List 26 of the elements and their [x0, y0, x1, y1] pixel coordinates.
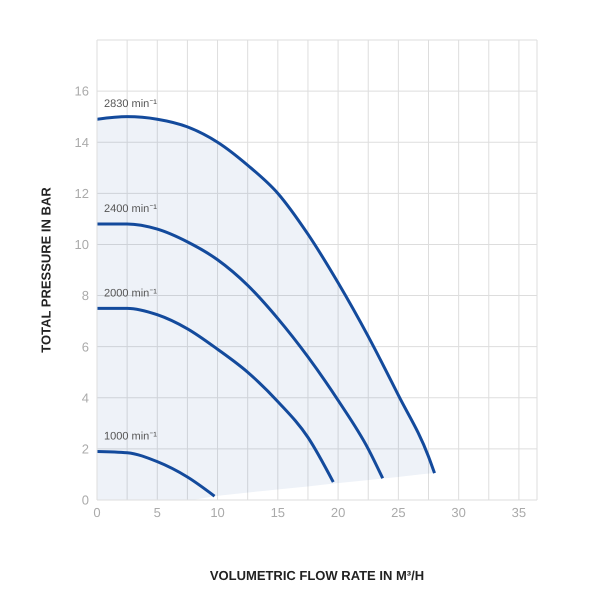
y-axis-title: TOTAL PRESSURE IN BAR — [38, 186, 54, 353]
y-tick-label: 14 — [74, 134, 89, 150]
y-tick-label: 2 — [82, 442, 89, 457]
x-tick-label: 25 — [391, 505, 406, 520]
series-label: 2830 min⁻¹ — [104, 98, 158, 110]
y-tick-label: 8 — [82, 288, 89, 304]
y-tick-label: 6 — [82, 339, 89, 354]
x-axis-title: VOLUMETRIC FLOW RATE IN M³/H — [210, 568, 424, 583]
y-tick-label: 4 — [82, 390, 89, 406]
y-tick-label: 0 — [82, 492, 89, 508]
y-tick-label: 10 — [74, 237, 89, 252]
series-label: 1000 min⁻¹ — [104, 430, 158, 442]
series-label: 2400 min⁻¹ — [104, 203, 158, 215]
series-label: 2000 min⁻¹ — [104, 287, 158, 300]
x-tick-label: 0 — [93, 505, 101, 520]
x-tick-label: 30 — [451, 505, 466, 520]
x-tick-label: 10 — [210, 505, 225, 520]
line-series — [97, 450, 216, 498]
y-tick-label: 16 — [74, 84, 89, 99]
x-tick-label: 20 — [330, 505, 346, 520]
x-tick-label: 15 — [270, 505, 286, 520]
x-tick-label: 35 — [512, 505, 526, 520]
y-tick-label: 12 — [74, 186, 89, 201]
line-series — [97, 222, 384, 480]
x-tick-label: 5 — [154, 505, 161, 520]
line-series — [97, 306, 335, 484]
